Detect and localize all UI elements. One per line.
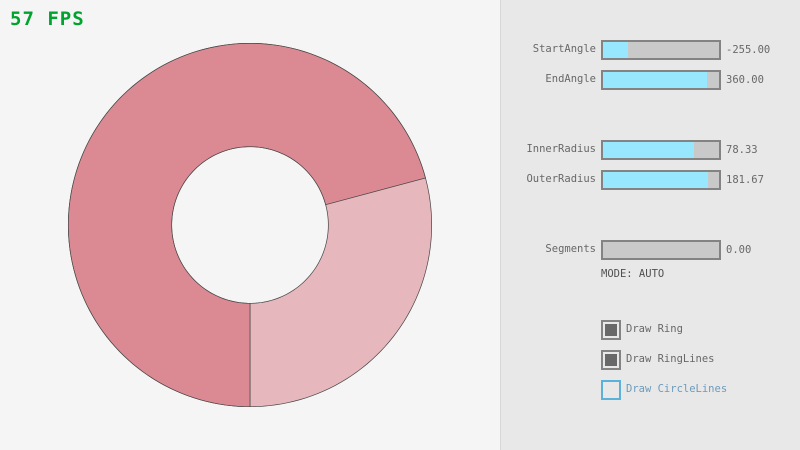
draw-circlelines-checkbox[interactable] xyxy=(601,380,621,400)
outer-radius-value: 181.67 xyxy=(726,174,764,186)
end-angle-value: 360.00 xyxy=(726,74,764,86)
inner-radius-slider[interactable] xyxy=(601,140,721,160)
segments-value: 0.00 xyxy=(726,244,752,256)
ring-overlap-segment xyxy=(67,42,426,408)
fps-counter: 57 FPS xyxy=(10,8,85,30)
draw-ring-checkbox[interactable] xyxy=(601,320,621,340)
end-angle-label: EndAngle xyxy=(545,73,596,85)
checkmark xyxy=(605,354,617,366)
outer-radius-slider[interactable] xyxy=(601,170,721,190)
inner-radius-label: InnerRadius xyxy=(526,143,596,155)
draw-ringlines-label: Draw RingLines xyxy=(626,353,715,365)
start-angle-value: -255.00 xyxy=(726,44,771,56)
segments-slider[interactable] xyxy=(601,240,721,260)
checkmark xyxy=(605,324,617,336)
slider-fill xyxy=(603,42,629,58)
draw-ringlines-checkbox[interactable] xyxy=(601,350,621,370)
draw-ring-label: Draw Ring xyxy=(626,323,683,335)
ring-canvas xyxy=(67,42,433,408)
control-panel: StartAngle -255.00 EndAngle 360.00 Inner… xyxy=(500,0,800,450)
outer-radius-label: OuterRadius xyxy=(526,173,596,185)
mode-text: MODE: AUTO xyxy=(601,268,665,280)
slider-fill xyxy=(603,142,694,158)
end-angle-slider[interactable] xyxy=(601,70,721,90)
slider-fill xyxy=(603,72,708,88)
draw-circlelines-label: Draw CircleLines xyxy=(626,383,728,395)
start-angle-label: StartAngle xyxy=(532,43,596,55)
slider-fill xyxy=(603,172,709,188)
start-angle-slider[interactable] xyxy=(601,40,721,60)
inner-radius-value: 78.33 xyxy=(726,144,758,156)
segments-label: Segments xyxy=(545,243,596,255)
